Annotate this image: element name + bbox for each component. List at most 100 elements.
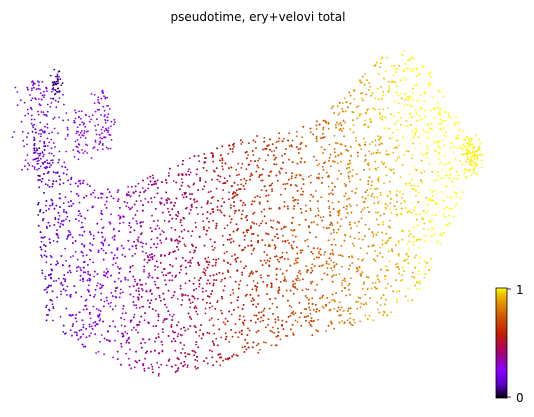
scatter-point xyxy=(58,215,61,217)
scatter-point xyxy=(165,306,168,309)
scatter-point xyxy=(201,290,204,293)
scatter-point xyxy=(379,191,382,194)
scatter-point xyxy=(221,272,224,275)
scatter-point xyxy=(111,236,114,239)
scatter-point xyxy=(188,168,191,171)
scatter-point xyxy=(204,269,207,272)
scatter-point xyxy=(269,245,272,247)
scatter-point xyxy=(40,254,43,257)
scatter-point xyxy=(177,242,180,245)
scatter-point xyxy=(386,239,389,242)
scatter-point xyxy=(288,304,291,307)
scatter-point xyxy=(335,274,338,276)
scatter-point xyxy=(231,255,233,257)
scatter-point xyxy=(436,179,438,181)
scatter-point xyxy=(243,239,246,241)
scatter-point xyxy=(364,197,367,200)
scatter-point xyxy=(444,163,446,166)
scatter-point xyxy=(313,308,315,311)
scatter-point xyxy=(135,307,138,309)
scatter-point xyxy=(222,321,225,324)
scatter-point xyxy=(75,266,78,269)
scatter-point xyxy=(68,264,71,267)
scatter-point xyxy=(208,306,211,309)
scatter-point xyxy=(339,152,342,155)
scatter-point xyxy=(206,362,209,365)
scatter-point xyxy=(327,200,330,203)
scatter-point xyxy=(426,145,428,147)
scatter-point xyxy=(355,136,357,139)
scatter-point xyxy=(38,159,40,162)
scatter-point xyxy=(96,323,99,326)
scatter-point xyxy=(88,284,90,287)
scatter-point xyxy=(147,201,150,204)
scatter-point xyxy=(467,169,469,172)
scatter-point xyxy=(250,240,253,243)
scatter-point xyxy=(452,151,455,154)
scatter-point xyxy=(410,68,412,71)
scatter-point xyxy=(318,173,320,175)
scatter-point xyxy=(442,139,444,142)
scatter-point xyxy=(251,288,254,291)
scatter-point xyxy=(422,154,425,157)
scatter-point xyxy=(128,341,130,344)
scatter-point xyxy=(159,203,162,205)
scatter-point xyxy=(322,307,325,309)
scatter-point xyxy=(41,177,44,180)
scatter-point xyxy=(151,174,154,177)
scatter-point xyxy=(345,294,348,297)
scatter-point xyxy=(151,368,154,370)
scatter-point xyxy=(236,174,238,177)
scatter-point xyxy=(233,145,235,148)
scatter-point xyxy=(349,205,352,208)
scatter-point xyxy=(387,225,390,228)
scatter-point xyxy=(217,258,220,260)
scatter-point xyxy=(270,184,273,187)
scatter-point xyxy=(136,361,138,364)
scatter-point xyxy=(413,184,415,187)
scatter-point xyxy=(241,141,244,144)
scatter-point xyxy=(363,281,366,284)
scatter-point xyxy=(223,252,226,255)
scatter-point xyxy=(371,193,374,195)
scatter-point xyxy=(407,67,409,70)
scatter-point xyxy=(327,239,330,242)
scatter-point xyxy=(128,224,131,227)
scatter-point xyxy=(303,316,306,318)
scatter-point xyxy=(93,295,95,298)
scatter-point xyxy=(211,197,213,199)
scatter-point xyxy=(429,71,432,74)
scatter-point xyxy=(224,317,227,320)
scatter-point xyxy=(340,160,342,163)
scatter-point xyxy=(347,284,350,287)
scatter-point xyxy=(235,168,238,171)
scatter-point xyxy=(326,267,329,269)
scatter-point xyxy=(222,189,225,192)
scatter-point xyxy=(240,178,242,181)
scatter-point xyxy=(69,269,71,272)
scatter-point xyxy=(338,301,341,304)
scatter-point xyxy=(112,356,114,359)
scatter-point xyxy=(239,280,242,282)
scatter-point xyxy=(243,177,246,180)
scatter-point xyxy=(253,299,255,301)
scatter-point xyxy=(318,265,321,268)
scatter-point xyxy=(44,245,47,247)
scatter-point xyxy=(390,113,392,116)
scatter-point xyxy=(298,316,301,319)
scatter-point xyxy=(399,191,401,193)
scatter-point xyxy=(119,267,122,270)
scatter-point xyxy=(168,198,171,201)
scatter-point xyxy=(335,231,338,234)
scatter-point xyxy=(228,198,230,201)
scatter-point xyxy=(403,104,406,106)
scatter-point xyxy=(112,257,115,259)
scatter-point xyxy=(368,228,370,231)
scatter-point xyxy=(116,358,119,360)
scatter-point xyxy=(398,155,401,158)
scatter-point xyxy=(78,311,81,314)
scatter-point xyxy=(140,287,143,290)
scatter-point xyxy=(266,232,268,235)
scatter-point xyxy=(60,293,62,296)
scatter-point xyxy=(452,215,455,218)
